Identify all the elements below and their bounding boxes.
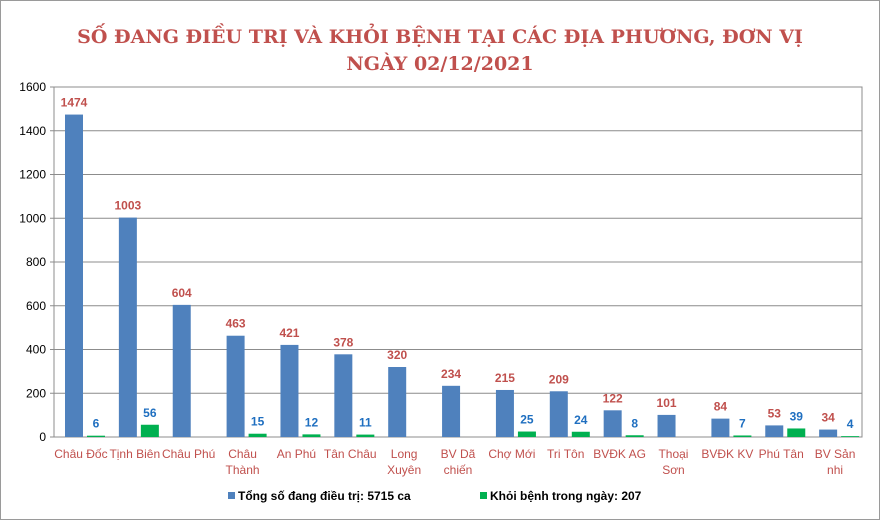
data-label: 378 <box>333 335 353 349</box>
bar-treatment <box>172 304 191 437</box>
data-label: 34 <box>821 411 835 425</box>
y-tick-label: 1000 <box>19 211 46 225</box>
bar-treatment <box>657 414 676 437</box>
chart-title-line: SỐ ĐANG ĐIỀU TRỊ VÀ KHỎI BỆNH TẠI CÁC ĐỊ… <box>77 26 803 48</box>
legend-label: Khỏi bệnh trong ngày: 207 <box>490 489 642 503</box>
data-label: 320 <box>387 348 407 362</box>
bar-treatment <box>226 335 245 437</box>
bar-recovered <box>841 436 860 437</box>
y-tick-label: 1400 <box>19 124 46 138</box>
x-tick-label: Thành <box>226 463 260 477</box>
chart-subtitle-line: NGÀY 02/12/2021 <box>346 53 534 75</box>
x-tick-label: Thoại <box>658 447 688 461</box>
bar-recovered <box>571 431 590 437</box>
bar-treatment <box>388 367 407 437</box>
data-label: 122 <box>603 391 623 405</box>
chart-title: SỐ ĐANG ĐIỀU TRỊ VÀ KHỎI BỆNH TẠI CÁC ĐỊ… <box>0 24 880 78</box>
data-label: 7 <box>739 416 746 430</box>
data-label: 6 <box>93 417 100 431</box>
data-label: 53 <box>768 406 782 420</box>
data-label: 12 <box>305 415 319 429</box>
data-label: 101 <box>657 396 677 410</box>
y-tick-label: 0 <box>39 430 46 444</box>
bar-recovered <box>248 433 267 437</box>
data-label: 209 <box>549 372 569 386</box>
data-label: 215 <box>495 371 515 385</box>
x-tick-label: chiến <box>444 463 473 477</box>
x-tick-label: BVĐK KV <box>701 447 753 461</box>
bar-recovered <box>302 434 321 437</box>
x-tick-label: BVĐK AG <box>593 447 646 461</box>
data-label: 421 <box>279 326 299 340</box>
bar-treatment <box>118 217 137 437</box>
y-tick-label: 200 <box>26 386 46 400</box>
legend-label: Tổng số đang điều trị: 5715 ca <box>238 489 411 503</box>
bar-treatment <box>711 418 730 437</box>
x-tick-label: Tịnh Biên <box>109 447 160 461</box>
bar-treatment <box>603 410 622 437</box>
bar-recovered <box>517 431 536 437</box>
y-tick-label: 1200 <box>19 168 46 182</box>
x-tick-label: Tri Tôn <box>547 447 584 461</box>
bar-treatment <box>334 354 353 437</box>
x-tick-label: Sơn <box>662 463 685 477</box>
bar-recovered <box>140 424 159 437</box>
y-tick-label: 400 <box>26 343 46 357</box>
bar-recovered <box>87 435 105 437</box>
x-tick-label: Châu <box>228 447 257 461</box>
legend-swatch-treatment <box>228 492 235 499</box>
bar-treatment <box>280 344 299 437</box>
y-tick-label: 1600 <box>19 80 46 94</box>
y-tick-label: 800 <box>26 255 46 269</box>
x-tick-label: BV Sản <box>815 447 856 461</box>
bar-recovered <box>787 428 806 437</box>
bar-treatment <box>65 114 83 437</box>
data-label: 24 <box>574 413 588 427</box>
x-tick-label: Châu Đốc <box>54 447 107 461</box>
x-tick-label: Chợ Mới <box>488 447 535 461</box>
x-tick-label: BV Dã <box>441 447 476 461</box>
x-tick-label: Tân Châu <box>324 447 377 461</box>
x-tick-label: An Phú <box>277 447 316 461</box>
bar-recovered <box>356 434 375 437</box>
data-label: 604 <box>172 286 192 300</box>
bar-recovered <box>733 435 752 437</box>
data-label: 84 <box>714 400 728 414</box>
legend-swatch-recovered <box>480 492 487 499</box>
x-tick-label: Long <box>391 447 418 461</box>
data-label: 8 <box>631 416 638 430</box>
bar-treatment <box>765 425 784 437</box>
data-label: 463 <box>226 317 246 331</box>
x-tick-label: Phú Tân <box>759 447 804 461</box>
x-tick-label: Châu Phú <box>162 447 215 461</box>
data-label: 1003 <box>115 199 142 213</box>
y-tick-label: 600 <box>26 299 46 313</box>
bar-treatment <box>819 429 838 437</box>
data-label: 1474 <box>61 96 88 110</box>
x-tick-label: nhi <box>827 463 843 477</box>
data-label: 15 <box>251 415 265 429</box>
data-label: 25 <box>520 413 534 427</box>
data-label: 39 <box>790 409 804 423</box>
data-label: 56 <box>143 406 157 420</box>
bar-treatment <box>495 389 514 437</box>
data-label: 4 <box>847 417 854 431</box>
data-label: 11 <box>359 416 372 430</box>
data-label: 234 <box>441 367 461 381</box>
bar-treatment <box>549 391 568 437</box>
bar-treatment <box>442 385 461 437</box>
x-tick-label: Xuyên <box>387 463 421 477</box>
bar-recovered <box>625 435 644 437</box>
